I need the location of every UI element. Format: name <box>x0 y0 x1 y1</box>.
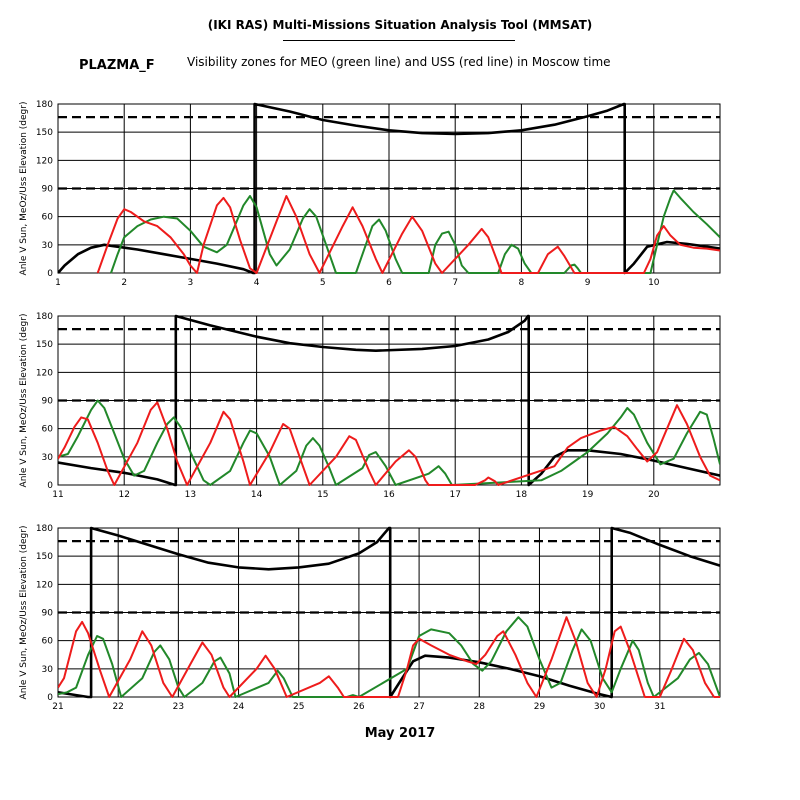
panel-1-y-tick-label: 180 <box>36 100 53 110</box>
panel-2-meo-line <box>58 399 720 486</box>
panel-2-x-tick-label: 14 <box>251 490 263 500</box>
panel-2-x-tick-label: 16 <box>383 490 395 500</box>
panel-1-y-tick-label: 60 <box>42 213 54 223</box>
panel-3-y-tick-label: 180 <box>36 524 53 534</box>
panel-1-x-tick-label: 8 <box>519 278 525 288</box>
x-axis-label: May 2017 <box>364 726 436 741</box>
panel-3-y-axis-label: Anle V Sun, MeOz/Uss Elevation (degr) <box>19 526 29 700</box>
panel-3-x-tick-label: 29 <box>534 702 546 712</box>
panel-2-sun-line <box>58 314 720 487</box>
panel-2-y-tick-label: 30 <box>42 453 54 463</box>
panel-1-y-tick-label: 0 <box>47 269 53 279</box>
panel-3-x-tick-label: 25 <box>293 702 304 712</box>
panel-3-y-tick-label: 60 <box>42 637 54 647</box>
panel-2-x-tick-label: 12 <box>118 490 129 500</box>
satellite-name: PLAZMA_F <box>79 58 155 73</box>
panel-3-y-tick-label: 150 <box>36 552 53 562</box>
panel-3-y-tick-label: 30 <box>42 665 54 675</box>
panel-2-y-tick-label: 150 <box>36 340 53 350</box>
panel-2-x-tick-label: 11 <box>52 490 63 500</box>
title-underline <box>283 40 515 41</box>
chart-title: (IKI RAS) Multi-Missions Situation Analy… <box>207 18 593 32</box>
panel-3-uss-line <box>58 616 720 698</box>
panel-1-x-tick-label: 1 <box>55 278 61 288</box>
panel-1-x-tick-label: 7 <box>452 278 458 288</box>
panel-2-y-tick-label: 60 <box>42 425 54 435</box>
panel-2-x-tick-label: 20 <box>648 490 660 500</box>
panel-3-x-tick-label: 21 <box>52 702 63 712</box>
panel-2-y-tick-label: 180 <box>36 312 53 322</box>
panel-3-y-tick-label: 120 <box>36 580 53 590</box>
panel-1-x-tick-label: 2 <box>121 278 127 288</box>
panel-1-y-axis-label: Anle V Sun, MeOz/Uss Elevation (degr) <box>19 102 29 276</box>
panel-1-y-tick-label: 150 <box>36 128 53 138</box>
panel-3-y-tick-label: 0 <box>47 693 53 703</box>
panel-3-x-tick-label: 30 <box>594 702 606 712</box>
panel-3-y-tick-label: 90 <box>42 609 54 619</box>
panel-2-x-tick-label: 13 <box>185 490 196 500</box>
panel-1-meo-line <box>110 189 720 274</box>
panel-3-x-tick-label: 23 <box>173 702 184 712</box>
panel-2-x-tick-label: 19 <box>582 490 594 500</box>
panel-1-y-tick-label: 120 <box>36 156 53 166</box>
panel-3-x-tick-label: 22 <box>112 702 123 712</box>
panel-2-y-tick-label: 120 <box>36 368 53 378</box>
panel-3-x-tick-label: 27 <box>413 702 424 712</box>
panel-2-y-tick-label: 90 <box>42 397 54 407</box>
panel-2-x-tick-label: 18 <box>516 490 528 500</box>
panel-2-y-axis-label: Anle V Sun, MeOz/Uss Elevation (degr) <box>19 314 29 488</box>
panel-1-y-tick-label: 90 <box>42 185 54 195</box>
panel-2-x-tick-label: 17 <box>449 490 460 500</box>
panel-2-y-tick-label: 0 <box>47 481 53 491</box>
panel-1-x-tick-label: 5 <box>320 278 326 288</box>
panel-1-x-tick-label: 4 <box>254 278 260 288</box>
panel-1-uss-line <box>96 195 720 274</box>
panel-3-x-tick-label: 26 <box>353 702 365 712</box>
chart-subtitle: Visibility zones for MEO (green line) an… <box>187 55 611 69</box>
panel-2-uss-line <box>58 401 720 486</box>
panel-1-y-tick-label: 30 <box>42 241 54 251</box>
panel-3-x-tick-label: 24 <box>233 702 245 712</box>
panel-3-sun-line <box>58 526 720 699</box>
panel-3-x-tick-label: 28 <box>474 702 486 712</box>
panel-1-sun-line <box>58 102 720 275</box>
panel-3-x-tick-label: 31 <box>654 702 665 712</box>
panel-2-x-tick-label: 15 <box>317 490 328 500</box>
panel-1-x-tick-label: 10 <box>648 278 660 288</box>
panel-1-x-tick-label: 9 <box>585 278 591 288</box>
panel-1-x-tick-label: 6 <box>386 278 392 288</box>
panel-1-x-tick-label: 3 <box>188 278 194 288</box>
